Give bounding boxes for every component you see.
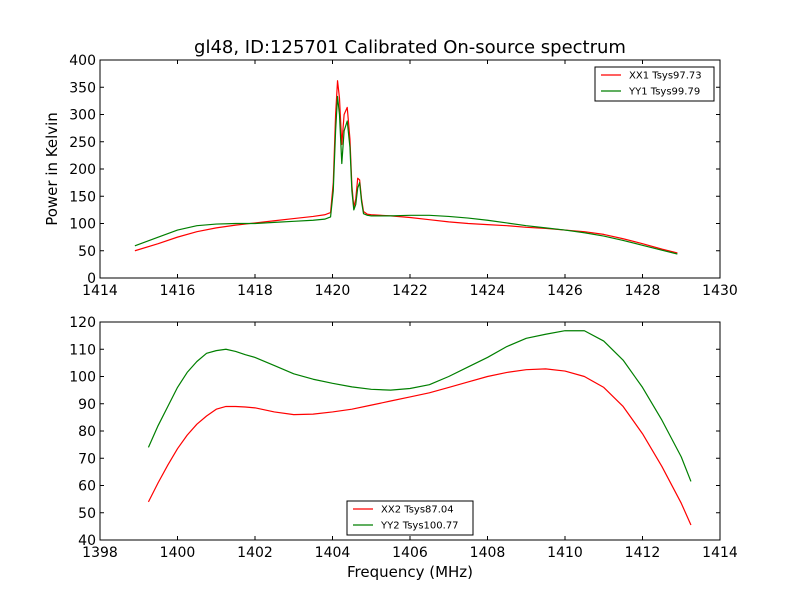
y-tick-label: 0 (87, 271, 96, 287)
y-tick-label: 80 (78, 424, 96, 440)
x-tick-label: 1424 (470, 283, 506, 299)
axis-ticks: 1414 1416 1418 1420 1422 1424 1426 1428 1430 0 50 1… (69, 53, 738, 299)
x-tick-label: 1416 (160, 283, 196, 299)
legend-label-xx2: XX2 Tsys87.04 (381, 505, 454, 516)
y-tick-label: 150 (69, 189, 96, 205)
y-tick-label: 300 (69, 108, 96, 124)
y-tick-label: 50 (78, 244, 96, 260)
x-tick-label: 1422 (392, 283, 428, 299)
x-tick-label: 1410 (547, 545, 583, 561)
legend-label-xx1: XX1 Tsys97.73 (629, 71, 702, 82)
series-line-xx1 (134, 80, 678, 254)
y-tick-label: 100 (69, 217, 96, 233)
x-tick-label: 1398 (82, 545, 118, 561)
y-tick-label: 120 (69, 315, 96, 331)
y-tick-label: 100 (69, 370, 96, 386)
x-tick-label: 1414 (702, 545, 738, 561)
x-tick-label: 1408 (470, 545, 506, 561)
x-tick-label: 1404 (315, 545, 351, 561)
x-tick-label: 1428 (625, 283, 661, 299)
y-tick-label: 40 (78, 533, 96, 549)
x-tick-label: 1402 (237, 545, 273, 561)
series-line-xx2 (147, 368, 692, 526)
series-line-yy1 (134, 95, 678, 255)
x-tick-label: 1420 (315, 283, 351, 299)
plot-area (134, 80, 678, 255)
y-tick-label: 400 (69, 53, 96, 69)
chart-title: gl48, ID:125701 Calibrated On-source spe… (194, 37, 626, 58)
x-tick-label: 1426 (547, 283, 583, 299)
y-tick-label: 350 (69, 80, 96, 96)
y-tick-label: 110 (69, 342, 96, 358)
x-tick-label: 1400 (160, 545, 196, 561)
series-line-yy2 (147, 330, 692, 482)
x-tick-label: 1406 (392, 545, 428, 561)
y-tick-label: 60 (78, 479, 96, 495)
legend-label-yy1: YY1 Tsys99.79 (628, 87, 700, 98)
top-spectrum-chart: gl48, ID:125701 Calibrated On-source spe… (43, 37, 738, 299)
y-axis-label: Power in Kelvin (43, 112, 61, 226)
legend-label-yy2: YY2 Tsys100.77 (380, 521, 459, 532)
y-tick-label: 250 (69, 135, 96, 151)
legend: XX2 Tsys87.04 YY2 Tsys100.77 (346, 500, 474, 536)
x-axis-label: Frequency (MHz) (347, 563, 473, 581)
x-tick-label: 1418 (237, 283, 273, 299)
x-tick-label: 1430 (702, 283, 738, 299)
x-tick-label: 1412 (625, 545, 661, 561)
plot-area (147, 330, 692, 526)
x-tick-label: 1414 (82, 283, 118, 299)
y-tick-label: 50 (78, 506, 96, 522)
legend-frame (346, 500, 474, 536)
legend-frame (594, 66, 715, 102)
y-tick-label: 200 (69, 162, 96, 178)
axis-ticks: 1398 1400 1402 1404 1406 1408 1410 1412 1414 40 50… (69, 315, 738, 561)
bottom-spectrum-chart: Frequency (MHz) 1398 1400 1402 1404 1406 1408… (69, 315, 738, 581)
y-tick-label: 90 (78, 397, 96, 413)
legend: XX1 Tsys97.73 YY1 Tsys99.79 (594, 66, 715, 102)
y-tick-label: 70 (78, 451, 96, 467)
